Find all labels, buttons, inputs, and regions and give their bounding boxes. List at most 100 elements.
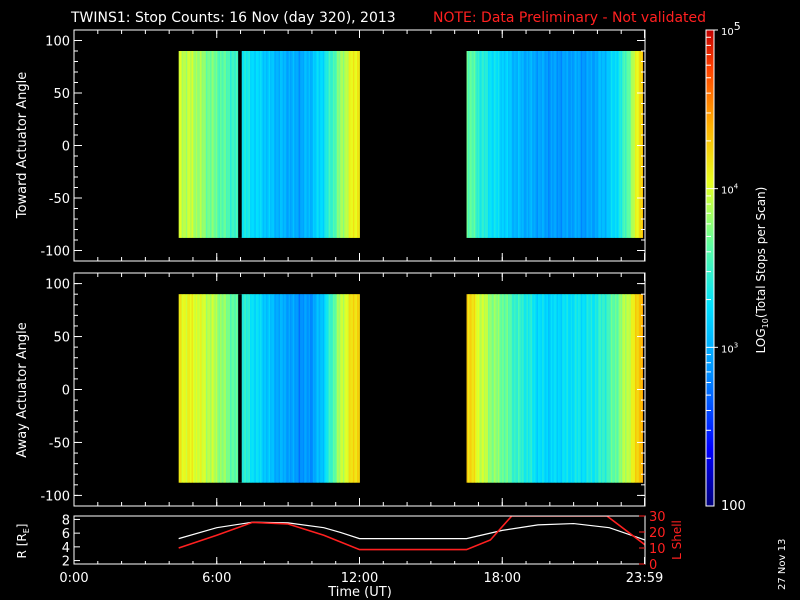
heatmap-column: [589, 294, 592, 483]
heatmap-column: [612, 51, 614, 238]
heatmap-column: [204, 294, 207, 483]
heatmap-column: [475, 294, 477, 483]
heatmap-column: [237, 294, 240, 483]
heatmap-column: [637, 51, 640, 238]
heatmap-column: [519, 51, 522, 238]
heatmap-column: [623, 51, 626, 238]
colorbar: [705, 29, 715, 507]
heatmap-column: [500, 294, 503, 483]
heatmap-column: [576, 51, 579, 238]
heatmap-column: [260, 294, 262, 483]
heatmap-column: [499, 51, 502, 238]
heatmap-column: [610, 294, 613, 483]
heatmap-column: [187, 51, 190, 238]
heatmap-column: [555, 51, 557, 238]
heatmap-column: [515, 294, 517, 483]
heatmap-column: [583, 51, 586, 238]
data-gap: [238, 294, 242, 483]
heatmap-column: [287, 294, 289, 483]
heatmap-column: [312, 51, 315, 238]
heatmap-column: [228, 51, 231, 238]
heatmap-column: [207, 51, 210, 238]
heatmap-column: [562, 294, 565, 483]
heatmap-column: [304, 294, 307, 483]
heatmap-column: [250, 294, 252, 483]
heatmap-column: [507, 51, 510, 238]
heatmap-column: [603, 51, 606, 238]
colorbar-tick-exp: 5: [734, 20, 741, 33]
heatmap-column: [325, 51, 328, 238]
heatmap-column: [317, 51, 319, 238]
heatmap-column: [640, 51, 643, 238]
time-tick-label: 0:00: [59, 571, 88, 586]
lshell-tick-label: 20: [649, 526, 666, 541]
heatmap-column: [339, 51, 342, 238]
heatmap-column: [341, 51, 344, 238]
heatmap-column: [626, 51, 629, 238]
heatmap-column: [195, 51, 198, 238]
heatmap-column: [585, 51, 587, 238]
toward-actuator-panel: 100 50 0 -50 -100: [40, 29, 646, 262]
heatmap-column: [260, 51, 262, 238]
heatmap-column: [597, 294, 600, 483]
heatmap-column: [282, 51, 285, 238]
heatmap-column: [625, 294, 627, 483]
heatmap-column: [563, 51, 566, 238]
heatmap-column: [592, 51, 595, 238]
heatmap-column: [180, 294, 182, 483]
heatmap-column: [475, 51, 477, 238]
heatmap-column: [560, 51, 563, 238]
heatmap-column: [479, 294, 482, 483]
heatmap-column: [314, 51, 317, 238]
heatmap-column: [469, 294, 472, 483]
heatmap-column: [181, 294, 184, 483]
heatmap-column: [280, 51, 282, 238]
heatmap-column: [537, 51, 540, 238]
heatmap-column: [192, 51, 195, 238]
heatmap-column: [234, 51, 237, 238]
heatmap-column: [579, 294, 582, 483]
heatmap-column: [543, 51, 546, 238]
heatmap-column: [275, 51, 278, 238]
heatmap-column: [516, 294, 519, 483]
heatmap-column: [311, 51, 314, 238]
heatmap-column: [344, 294, 347, 483]
heatmap-column: [291, 294, 294, 483]
heatmap-column: [466, 294, 469, 483]
heatmap-column: [592, 294, 595, 483]
heatmap-column: [358, 294, 360, 483]
heatmap-column: [347, 294, 349, 483]
heatmap-column: [557, 294, 560, 483]
heatmap-column: [358, 51, 360, 238]
heatmap-column: [529, 51, 532, 238]
lshell-tick-label: 10: [649, 542, 666, 557]
heatmap-column: [556, 294, 559, 483]
heatmap-column: [565, 51, 567, 238]
heatmap-column: [337, 294, 339, 483]
heatmap-column: [516, 51, 519, 238]
heatmap-column: [352, 51, 355, 238]
heatmap-column: [636, 51, 639, 238]
heatmap-column: [536, 294, 539, 483]
heatmap-column: [472, 294, 475, 483]
radius-tick-label: 6: [62, 527, 70, 542]
heatmap-column: [241, 51, 244, 238]
heatmap-column: [489, 294, 492, 483]
heatmap-column: [300, 294, 302, 483]
heatmap-column: [525, 294, 527, 483]
heatmap-column: [507, 294, 510, 483]
heatmap-column: [632, 294, 634, 483]
heatmap-column: [550, 294, 553, 483]
heatmap-column: [566, 51, 569, 238]
heatmap-column: [503, 51, 506, 238]
heatmap-column: [262, 294, 265, 483]
heatmap-column: [208, 294, 211, 483]
heatmap-column: [515, 51, 517, 238]
heatmap-column: [268, 51, 271, 238]
heatmap-column: [620, 294, 623, 483]
heatmap-column: [576, 294, 579, 483]
chart-title: TWINS1: Stop Counts: 16 Nov (day 320), 2…: [70, 10, 396, 26]
heatmap-column: [191, 294, 194, 483]
y-tick-label: -100: [40, 245, 70, 260]
